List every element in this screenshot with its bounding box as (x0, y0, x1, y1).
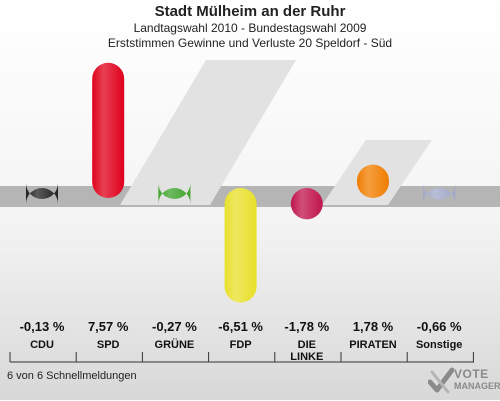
category-label-die-linke: DIE LINKE (274, 339, 340, 363)
footer-status: 6 von 6 Schnellmeldungen (7, 370, 137, 382)
shadow-shape (120, 60, 296, 205)
chart-titles: Stadt Mülheim an der Ruhr Landtagswahl 2… (0, 3, 500, 51)
vote-manager-logo: VOTE MANAGER (427, 366, 500, 398)
logo-line2: MANAGER (454, 381, 500, 391)
value-label-gr-ne: -0,27 % (151, 319, 197, 334)
category-label-cdu: CDU (9, 339, 75, 351)
category-label-gr-ne: GRÜNE (141, 339, 207, 351)
check-mark-icon (427, 367, 455, 394)
value-label-cdu: -0,13 % (19, 319, 65, 334)
bar-spd (92, 62, 125, 198)
value-label-fdp: -6,51 % (218, 319, 263, 334)
category-label-piraten: PIRATEN (340, 339, 406, 351)
category-label-line: Sonstige (415, 339, 463, 351)
chart-subtitle: Landtagswahl 2010 - Bundestagswahl 2009 (133, 21, 367, 35)
value-label-piraten: 1,78 % (352, 319, 394, 334)
bar-piraten (357, 164, 389, 198)
category-label-fdp: FDP (208, 339, 274, 351)
bar-gr-ne (158, 183, 191, 204)
category-label-sonstige: Sonstige (406, 339, 472, 351)
category-label-line: GRÜNE (154, 339, 195, 351)
bar-sonstige (423, 183, 456, 204)
category-label-line: LINKE (290, 351, 324, 363)
bar-die-linke (290, 188, 323, 220)
chart-title: Stadt Mülheim an der Ruhr (154, 3, 346, 20)
category-label-line: DIE (297, 339, 316, 351)
category-label-line: CDU (30, 339, 54, 351)
bar-cdu (26, 183, 58, 204)
category-label-spd: SPD (75, 339, 141, 351)
category-label-line: SPD (96, 339, 120, 351)
category-label-line: FDP (229, 339, 252, 351)
chart-description: Erststimmen Gewinne und Verluste 20 Spel… (107, 36, 393, 50)
category-label-line: PIRATEN (349, 339, 397, 351)
value-label-die-linke: -1,78 % (284, 319, 330, 334)
bar-fdp (224, 188, 257, 303)
value-label-sonstige: -0,66 % (416, 319, 462, 334)
value-label-spd: 7,57 % (87, 319, 129, 334)
logo-line1: VOTE (454, 367, 489, 381)
